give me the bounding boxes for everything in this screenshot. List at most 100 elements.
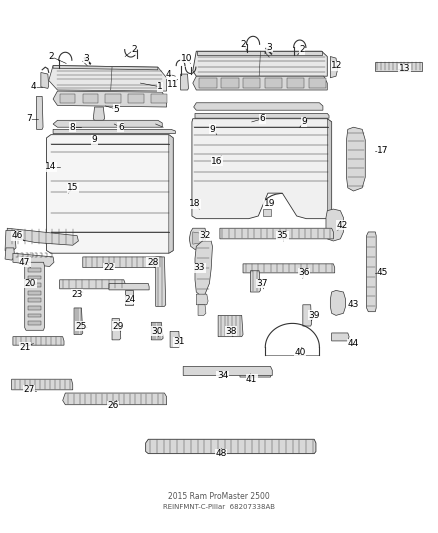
Text: 42: 42 (336, 221, 348, 230)
Polygon shape (193, 51, 327, 76)
Polygon shape (28, 291, 41, 295)
Text: 43: 43 (348, 300, 359, 309)
Polygon shape (265, 78, 283, 88)
Polygon shape (53, 120, 162, 127)
Text: 26: 26 (108, 401, 119, 410)
Text: 9: 9 (92, 135, 97, 144)
Text: 4: 4 (31, 82, 36, 91)
Text: 2: 2 (240, 40, 246, 49)
Polygon shape (28, 321, 41, 325)
Polygon shape (5, 230, 16, 252)
Polygon shape (220, 228, 333, 239)
Text: 8: 8 (70, 123, 76, 132)
Polygon shape (195, 241, 212, 296)
Text: 9: 9 (209, 125, 215, 134)
Polygon shape (28, 313, 41, 317)
Polygon shape (151, 94, 166, 103)
Polygon shape (28, 298, 41, 302)
Polygon shape (263, 209, 271, 216)
Text: 24: 24 (124, 295, 135, 304)
Polygon shape (330, 56, 338, 78)
Text: 9: 9 (301, 117, 307, 126)
Text: 12: 12 (331, 61, 343, 70)
Polygon shape (83, 257, 163, 268)
Text: 45: 45 (377, 269, 389, 277)
Polygon shape (193, 76, 327, 90)
Polygon shape (221, 78, 239, 88)
Text: 35: 35 (276, 231, 288, 240)
Polygon shape (240, 368, 272, 377)
Polygon shape (125, 290, 133, 305)
Text: 38: 38 (226, 327, 237, 336)
Text: 20: 20 (25, 279, 36, 288)
Text: 2: 2 (299, 45, 305, 54)
Polygon shape (194, 103, 323, 110)
Text: 2015 Ram ProMaster 2500: 2015 Ram ProMaster 2500 (168, 491, 270, 500)
Polygon shape (63, 393, 166, 405)
Polygon shape (151, 322, 163, 340)
Polygon shape (192, 119, 332, 219)
Polygon shape (251, 271, 261, 292)
Text: 46: 46 (11, 231, 23, 240)
Polygon shape (326, 209, 343, 241)
Polygon shape (28, 268, 41, 272)
Polygon shape (53, 91, 166, 107)
Text: 14: 14 (45, 162, 57, 171)
Polygon shape (180, 74, 188, 90)
Polygon shape (195, 114, 329, 118)
Polygon shape (5, 248, 14, 260)
Polygon shape (109, 284, 149, 290)
Text: 41: 41 (246, 375, 258, 384)
Polygon shape (25, 262, 44, 330)
Polygon shape (183, 367, 272, 375)
Text: 6: 6 (118, 123, 124, 132)
Polygon shape (60, 94, 75, 103)
Text: 40: 40 (294, 348, 305, 357)
Text: 11: 11 (167, 80, 179, 89)
Text: 19: 19 (264, 199, 275, 208)
Polygon shape (367, 232, 376, 312)
Polygon shape (169, 135, 173, 253)
Polygon shape (146, 439, 316, 454)
Text: 18: 18 (189, 199, 201, 208)
Polygon shape (7, 228, 78, 245)
Polygon shape (243, 264, 335, 273)
Text: 33: 33 (194, 263, 205, 272)
Text: 30: 30 (151, 327, 163, 336)
Text: 37: 37 (256, 279, 268, 288)
Polygon shape (330, 290, 346, 316)
Polygon shape (327, 119, 332, 219)
Polygon shape (287, 78, 304, 88)
Text: 17: 17 (377, 146, 389, 155)
Text: 2: 2 (48, 52, 54, 61)
Text: 36: 36 (298, 269, 310, 277)
Text: 29: 29 (112, 321, 124, 330)
Polygon shape (28, 283, 41, 287)
Text: 27: 27 (23, 385, 35, 394)
Polygon shape (218, 316, 243, 337)
Text: REINFMNT-C-Pillar  68207338AB: REINFMNT-C-Pillar 68207338AB (163, 504, 275, 510)
Polygon shape (189, 228, 206, 249)
Polygon shape (53, 130, 175, 134)
Polygon shape (197, 51, 321, 55)
Polygon shape (28, 276, 41, 279)
Text: 39: 39 (308, 311, 320, 320)
Polygon shape (112, 319, 121, 340)
Polygon shape (155, 257, 166, 306)
Text: 28: 28 (147, 258, 158, 266)
Text: 22: 22 (103, 263, 115, 272)
Polygon shape (36, 96, 43, 130)
Text: 6: 6 (260, 114, 265, 123)
Polygon shape (93, 107, 105, 120)
Text: 21: 21 (19, 343, 30, 352)
Text: 48: 48 (215, 449, 227, 458)
Polygon shape (49, 66, 166, 91)
Polygon shape (12, 379, 73, 390)
Polygon shape (243, 78, 261, 88)
Polygon shape (196, 294, 208, 305)
Polygon shape (28, 306, 41, 310)
Text: 23: 23 (71, 289, 83, 298)
Text: 5: 5 (113, 104, 119, 114)
Text: 32: 32 (199, 231, 211, 240)
Polygon shape (199, 78, 217, 88)
